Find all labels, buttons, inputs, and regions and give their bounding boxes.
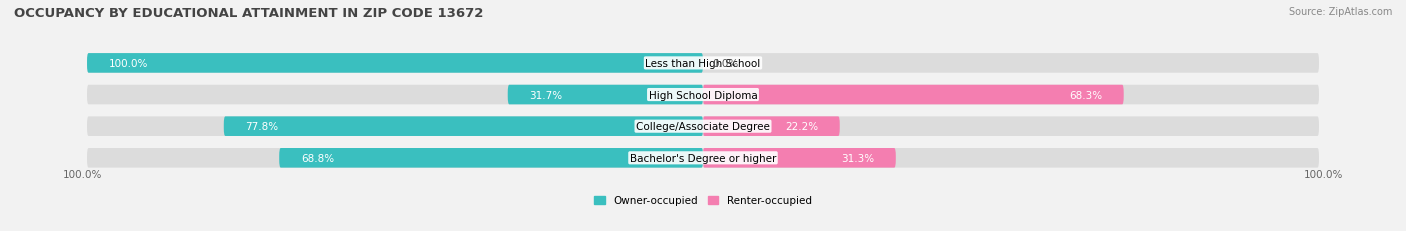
- Legend: Owner-occupied, Renter-occupied: Owner-occupied, Renter-occupied: [595, 195, 811, 206]
- Text: 100.0%: 100.0%: [62, 170, 101, 179]
- FancyBboxPatch shape: [703, 148, 896, 168]
- FancyBboxPatch shape: [280, 148, 703, 168]
- Text: OCCUPANCY BY EDUCATIONAL ATTAINMENT IN ZIP CODE 13672: OCCUPANCY BY EDUCATIONAL ATTAINMENT IN Z…: [14, 7, 484, 20]
- FancyBboxPatch shape: [703, 117, 839, 136]
- Text: 77.8%: 77.8%: [245, 122, 278, 132]
- FancyBboxPatch shape: [87, 54, 1319, 73]
- Text: High School Diploma: High School Diploma: [648, 90, 758, 100]
- Text: 68.8%: 68.8%: [301, 153, 333, 163]
- Text: College/Associate Degree: College/Associate Degree: [636, 122, 770, 132]
- FancyBboxPatch shape: [703, 85, 1123, 105]
- Text: 68.3%: 68.3%: [1069, 90, 1102, 100]
- Text: 0.0%: 0.0%: [713, 59, 738, 69]
- Text: 22.2%: 22.2%: [785, 122, 818, 132]
- FancyBboxPatch shape: [87, 117, 1319, 136]
- FancyBboxPatch shape: [87, 148, 1319, 168]
- Text: 31.7%: 31.7%: [529, 90, 562, 100]
- Text: Bachelor's Degree or higher: Bachelor's Degree or higher: [630, 153, 776, 163]
- Text: 31.3%: 31.3%: [841, 153, 875, 163]
- FancyBboxPatch shape: [87, 85, 1319, 105]
- FancyBboxPatch shape: [508, 85, 703, 105]
- Text: 100.0%: 100.0%: [108, 59, 148, 69]
- FancyBboxPatch shape: [224, 117, 703, 136]
- FancyBboxPatch shape: [87, 54, 703, 73]
- Text: Less than High School: Less than High School: [645, 59, 761, 69]
- Text: 100.0%: 100.0%: [1305, 170, 1344, 179]
- Text: Source: ZipAtlas.com: Source: ZipAtlas.com: [1288, 7, 1392, 17]
